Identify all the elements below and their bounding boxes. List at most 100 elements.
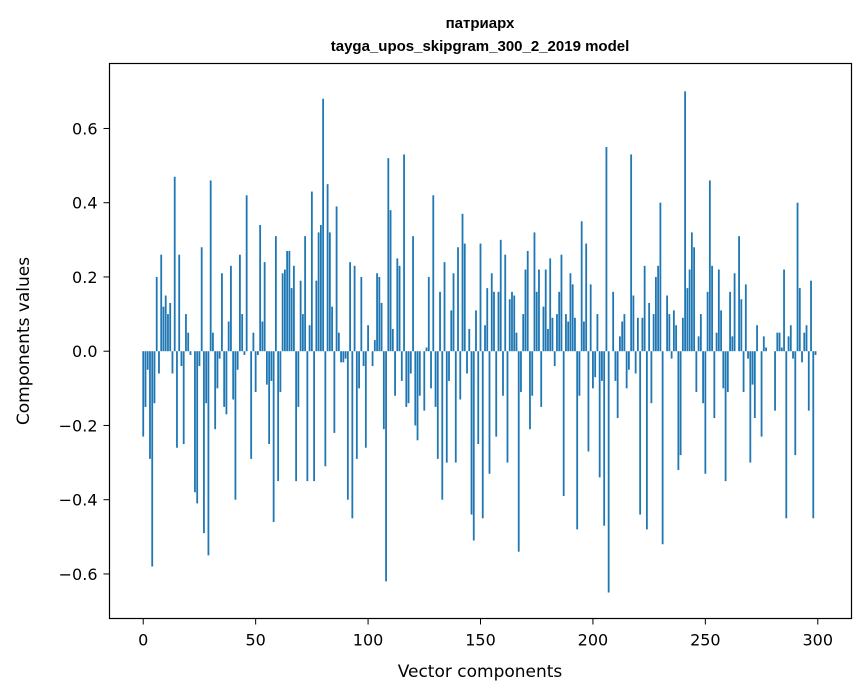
bar-0: [142, 351, 145, 437]
bar-254: [713, 351, 716, 419]
bar-291: [796, 202, 799, 352]
bar-162: [506, 351, 509, 463]
bar-114: [398, 265, 401, 352]
x-tick-label: 300: [802, 631, 833, 650]
bar-72: [304, 236, 307, 352]
bar-185: [558, 291, 561, 352]
bar-24: [196, 351, 199, 504]
bar-27: [203, 351, 205, 534]
bar-200: [592, 351, 594, 389]
bar-288: [789, 325, 792, 352]
bar-227: [652, 314, 655, 352]
bar-173: [531, 351, 534, 396]
bar-70: [299, 280, 302, 352]
bar-50: [254, 351, 257, 393]
bar-262: [731, 336, 734, 352]
bar-191: [571, 284, 574, 352]
bar-237: [675, 325, 678, 352]
bar-211: [616, 351, 619, 419]
bar-59: [274, 236, 277, 352]
bar-115: [400, 351, 403, 381]
bar-241: [684, 91, 687, 352]
bar-34: [218, 351, 221, 359]
bar-15: [176, 351, 178, 448]
bar-153: [486, 288, 489, 352]
bar-216: [628, 351, 630, 370]
bar-127: [427, 276, 430, 352]
bar-105: [378, 276, 381, 352]
bar-151: [481, 351, 484, 519]
bar-20: [187, 332, 190, 352]
bar-245: [693, 247, 696, 352]
bar-92: [349, 262, 351, 352]
bar-73: [306, 351, 309, 482]
bar-169: [522, 314, 525, 352]
plot-frame: [108, 62, 853, 620]
bar-207: [607, 351, 610, 593]
bar-287: [787, 336, 790, 352]
bar-146: [470, 351, 473, 515]
bar-257: [720, 310, 722, 352]
bar-37: [225, 351, 228, 415]
bar-1: [144, 351, 147, 407]
bar-178: [542, 306, 545, 352]
bar-121: [414, 351, 417, 426]
bar-80: [322, 98, 325, 352]
y-tick-label: 0.2: [72, 268, 97, 287]
bar-214: [623, 314, 626, 352]
bar-273: [756, 325, 758, 352]
bar-109: [387, 158, 390, 352]
bar-133: [441, 351, 444, 500]
bar-199: [589, 284, 592, 352]
bar-28: [205, 351, 208, 404]
y-tick-label: 0.0: [72, 342, 97, 361]
bar-122: [416, 351, 419, 441]
bar-25: [198, 351, 201, 367]
bar-258: [722, 351, 725, 389]
bar-79: [319, 224, 322, 352]
bar-269: [747, 351, 749, 359]
bar-294: [803, 332, 806, 352]
bar-30: [209, 180, 212, 352]
bar-154: [488, 351, 491, 474]
bar-23: [194, 351, 196, 493]
bar-244: [690, 232, 693, 352]
bar-180: [547, 328, 549, 352]
bar-286: [785, 351, 788, 519]
bar-123: [418, 351, 421, 396]
bar-206: [605, 147, 608, 352]
bar-283: [778, 332, 781, 352]
bar-35: [221, 273, 223, 352]
bar-137: [450, 310, 453, 352]
bar-187: [562, 351, 565, 496]
bar-142: [461, 213, 464, 352]
bar-192: [574, 317, 576, 352]
bar-83: [328, 232, 331, 352]
bar-260: [726, 351, 729, 393]
bar-85: [333, 351, 336, 433]
bar-11: [167, 314, 169, 352]
bar-16: [178, 254, 181, 352]
bar-268: [744, 284, 747, 352]
bar-31: [212, 332, 214, 352]
bar-110: [389, 210, 392, 352]
bar-111: [391, 328, 394, 352]
bar-194: [578, 351, 581, 396]
bar-116: [403, 154, 405, 352]
bar-78: [317, 232, 320, 352]
bar-135: [445, 351, 448, 463]
bar-253: [711, 265, 713, 352]
bar-281: [774, 351, 776, 411]
bar-125: [423, 351, 426, 411]
bar-75: [310, 191, 313, 352]
x-tick-label: 50: [245, 631, 265, 650]
bar-259: [724, 351, 727, 482]
bar-56: [268, 351, 271, 445]
bar-235: [670, 351, 673, 359]
bar-284: [780, 347, 783, 352]
bar-160: [502, 351, 504, 396]
bar-6: [155, 276, 158, 352]
bar-271: [751, 351, 754, 385]
bar-48: [250, 351, 253, 459]
